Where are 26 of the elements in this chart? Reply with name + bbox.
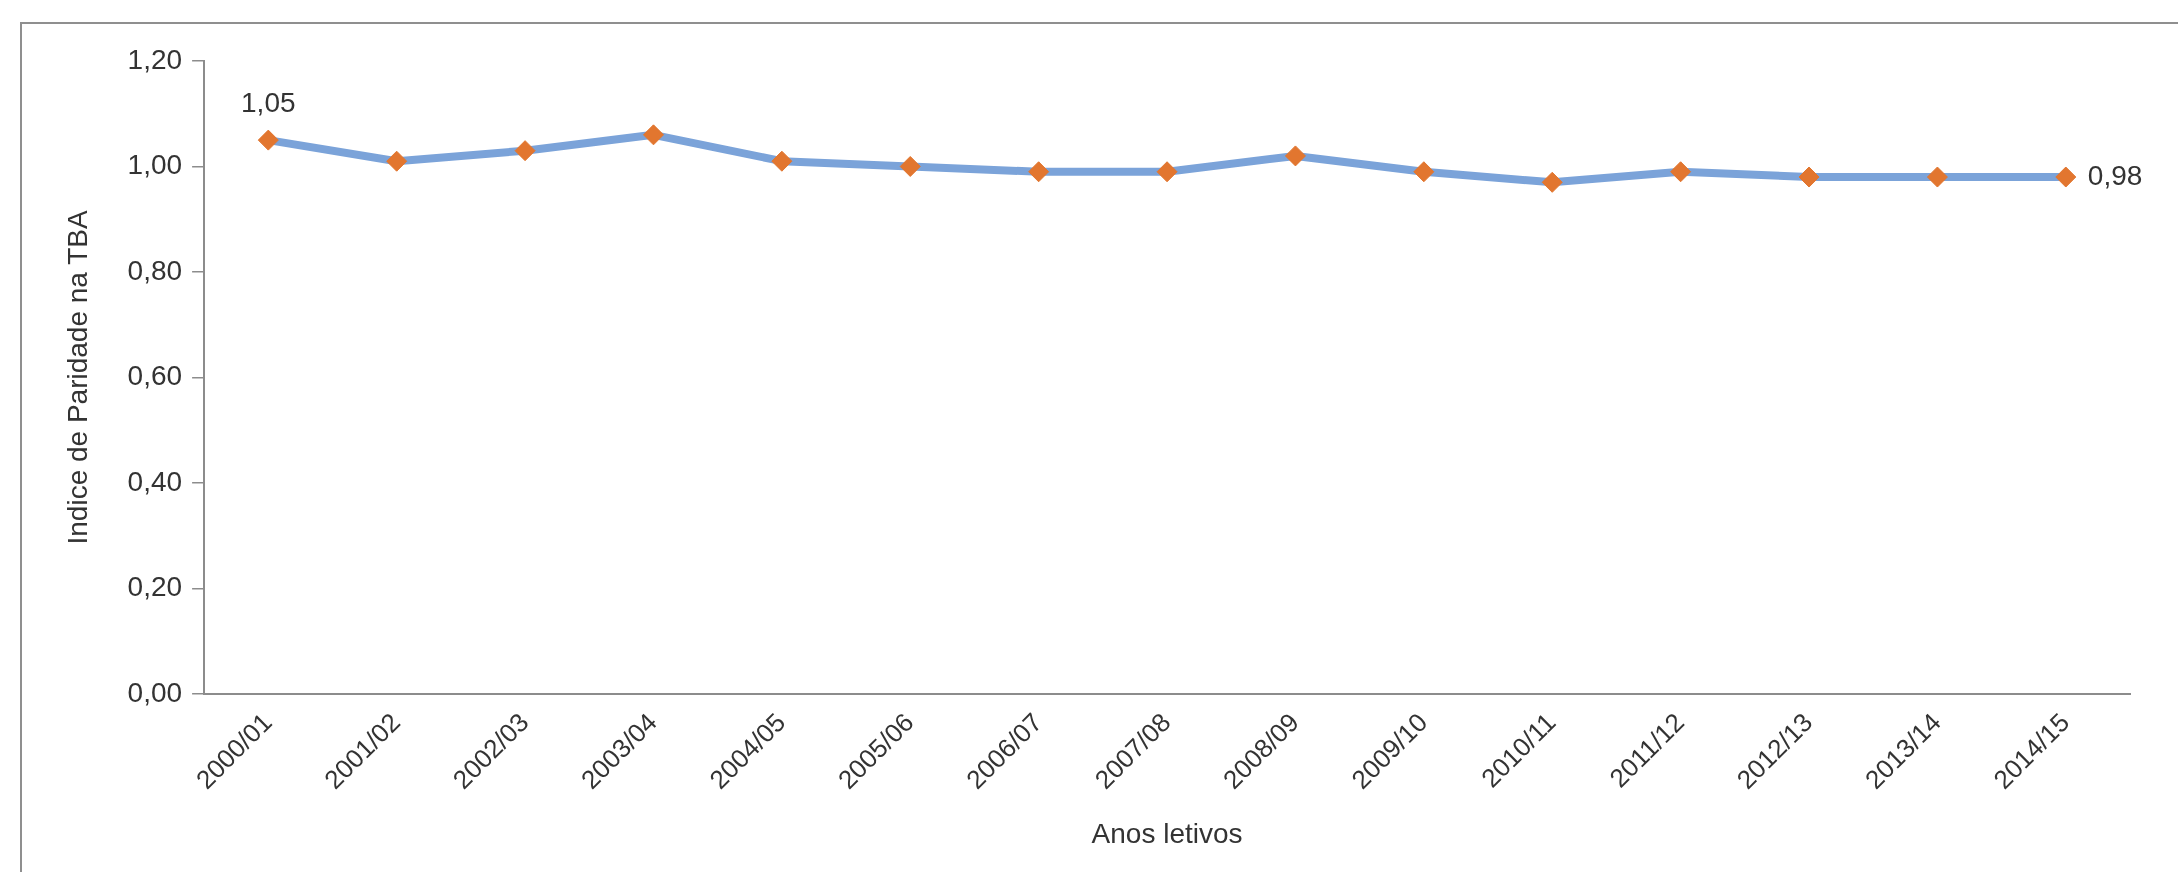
y-tick-label: 0,40	[127, 465, 183, 497]
x-axis-title: Anos letivos	[1091, 817, 1243, 849]
y-axis-title: Indice de Paridade na TBA	[61, 210, 93, 545]
point	[386, 150, 408, 172]
y-tick-label: 0,60	[127, 360, 183, 392]
point	[514, 140, 536, 162]
point	[1028, 161, 1050, 183]
point	[1670, 161, 1692, 183]
point	[1156, 161, 1178, 183]
point	[771, 150, 793, 172]
point	[1413, 161, 1435, 183]
point	[2055, 166, 2077, 188]
y-tick-label: 1,20	[127, 43, 183, 75]
point	[1541, 171, 1563, 193]
data-label: 0,98	[2087, 159, 2143, 191]
y-tick-label: 0,00	[127, 676, 183, 708]
point	[642, 124, 664, 146]
y-tick-label: 0,80	[127, 254, 183, 286]
point	[257, 129, 279, 151]
point	[1926, 166, 1948, 188]
y-tick-label: 0,20	[127, 571, 183, 603]
point	[899, 155, 921, 177]
point	[1798, 166, 1820, 188]
data-label: 1,05	[241, 86, 296, 118]
y-tick-label: 1,00	[127, 149, 183, 181]
point	[1284, 145, 1306, 167]
